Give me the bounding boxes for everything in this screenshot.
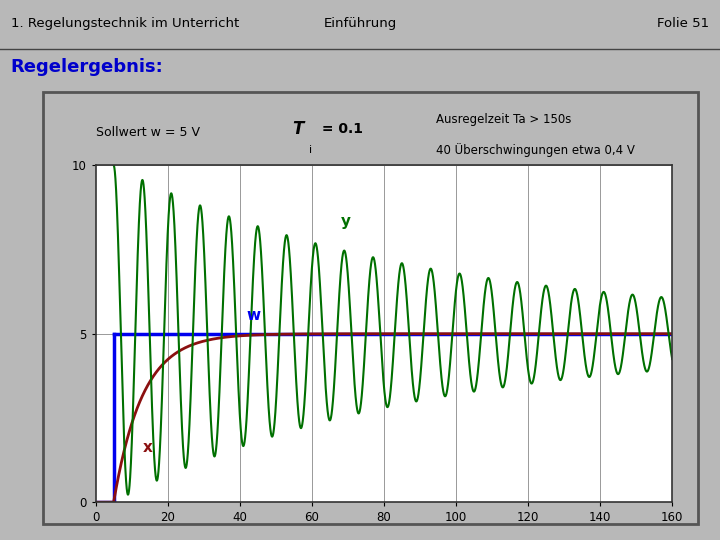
Text: x: x (143, 440, 153, 455)
Text: = 0.1: = 0.1 (317, 122, 363, 136)
Text: Ausregelzeit Ta > 150s: Ausregelzeit Ta > 150s (436, 113, 572, 126)
Text: i: i (309, 145, 312, 155)
Text: 1. Regelungstechnik im Unterricht: 1. Regelungstechnik im Unterricht (11, 17, 239, 30)
Text: Regelergebnis:: Regelergebnis: (11, 58, 163, 76)
Text: 40 Überschwingungen etwa 0,4 V: 40 Überschwingungen etwa 0,4 V (436, 143, 635, 157)
Text: w: w (247, 308, 261, 323)
Text: Einführung: Einführung (323, 17, 397, 30)
Text: Sollwert w = 5 V: Sollwert w = 5 V (96, 126, 199, 139)
Text: Folie 51: Folie 51 (657, 17, 709, 30)
Text: T: T (292, 119, 304, 138)
Text: y: y (341, 214, 351, 229)
